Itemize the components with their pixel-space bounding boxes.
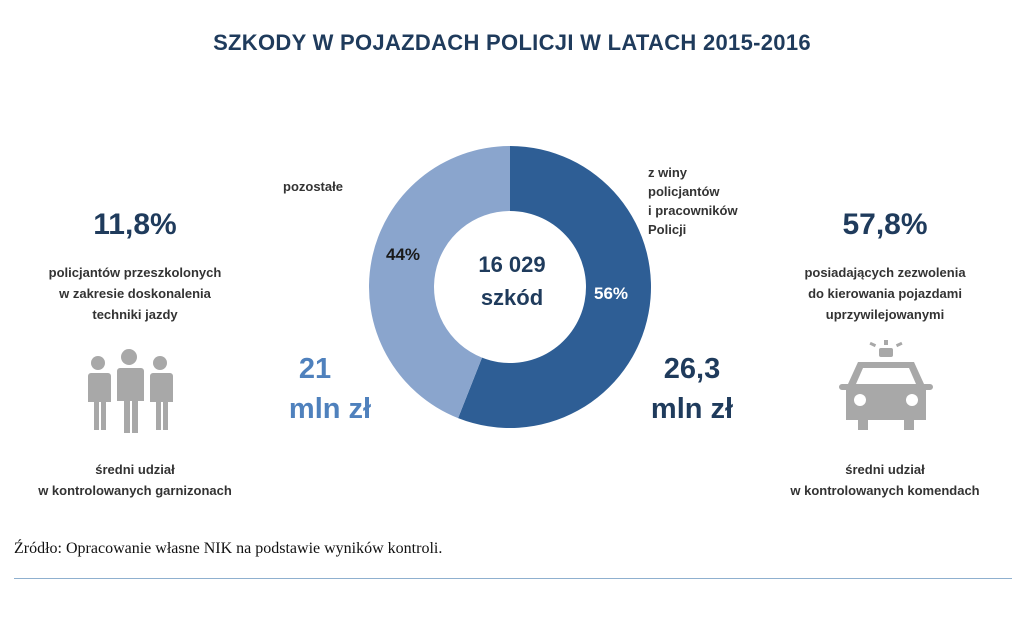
right-description-line: posiadających zezwolenia: [804, 265, 966, 280]
slice-label-fault-line: z winy: [648, 165, 688, 180]
left-description-line: w zakresie doskonalenia: [59, 286, 211, 301]
right-footer-line: w kontrolowanych komendach: [790, 483, 980, 498]
slice-label-fault: z winy policjantów i pracowników Policji: [648, 163, 788, 239]
amount-other-value: 21: [298, 353, 332, 385]
slice-value-label-fault: 56%: [594, 284, 629, 303]
slice-label-fault-line: policjantów: [648, 184, 720, 199]
right-description: posiadających zezwolenia do kierowania p…: [770, 262, 1000, 325]
slice-label-fault-line: i pracowników: [648, 203, 738, 218]
amount-fault-value: 26,3: [663, 353, 721, 385]
left-description-line: techniki jazdy: [92, 307, 178, 322]
left-footer-line: średni udział: [95, 462, 175, 477]
left-footer-line: w kontrolowanych garnizonach: [38, 483, 232, 498]
slice-label-other: pozostałe: [283, 179, 343, 194]
left-description: policjantów przeszkolonych w zakresie do…: [20, 262, 250, 325]
left-percent: 11,8%: [93, 208, 177, 241]
slice-value-label-other: 44%: [386, 245, 421, 264]
right-description-line: do kierowania pojazdami: [808, 286, 962, 301]
right-footer-line: średni udział: [845, 462, 925, 477]
slice-label-fault-line: Policji: [648, 222, 687, 237]
donut-chart: [368, 146, 651, 428]
divider-line: [14, 578, 1012, 579]
amount-fault-unit: mln zł: [650, 393, 734, 425]
left-footer: średni udział w kontrolowanych garnizona…: [20, 459, 250, 501]
center-count: 16 029: [478, 252, 546, 277]
police-car-icon: [839, 340, 933, 430]
right-description-line: uprzywilejowanymi: [825, 307, 945, 322]
chart-title: SZKODY W POJAZDACH POLICJI W LATACH 2015…: [213, 30, 811, 55]
left-description-line: policjantów przeszkolonych: [48, 265, 222, 280]
right-footer: średni udział w kontrolowanych komendach: [770, 459, 1000, 501]
donut-slice-other: [368, 146, 510, 419]
people-icon: [88, 349, 173, 433]
donut-slice-fault: [458, 146, 651, 428]
amount-other-unit: mln zł: [288, 393, 372, 425]
source-note: Źródło: Opracowanie własne NIK na podsta…: [14, 540, 443, 557]
center-unit: szkód: [480, 285, 544, 310]
right-percent: 57,8%: [842, 208, 928, 241]
